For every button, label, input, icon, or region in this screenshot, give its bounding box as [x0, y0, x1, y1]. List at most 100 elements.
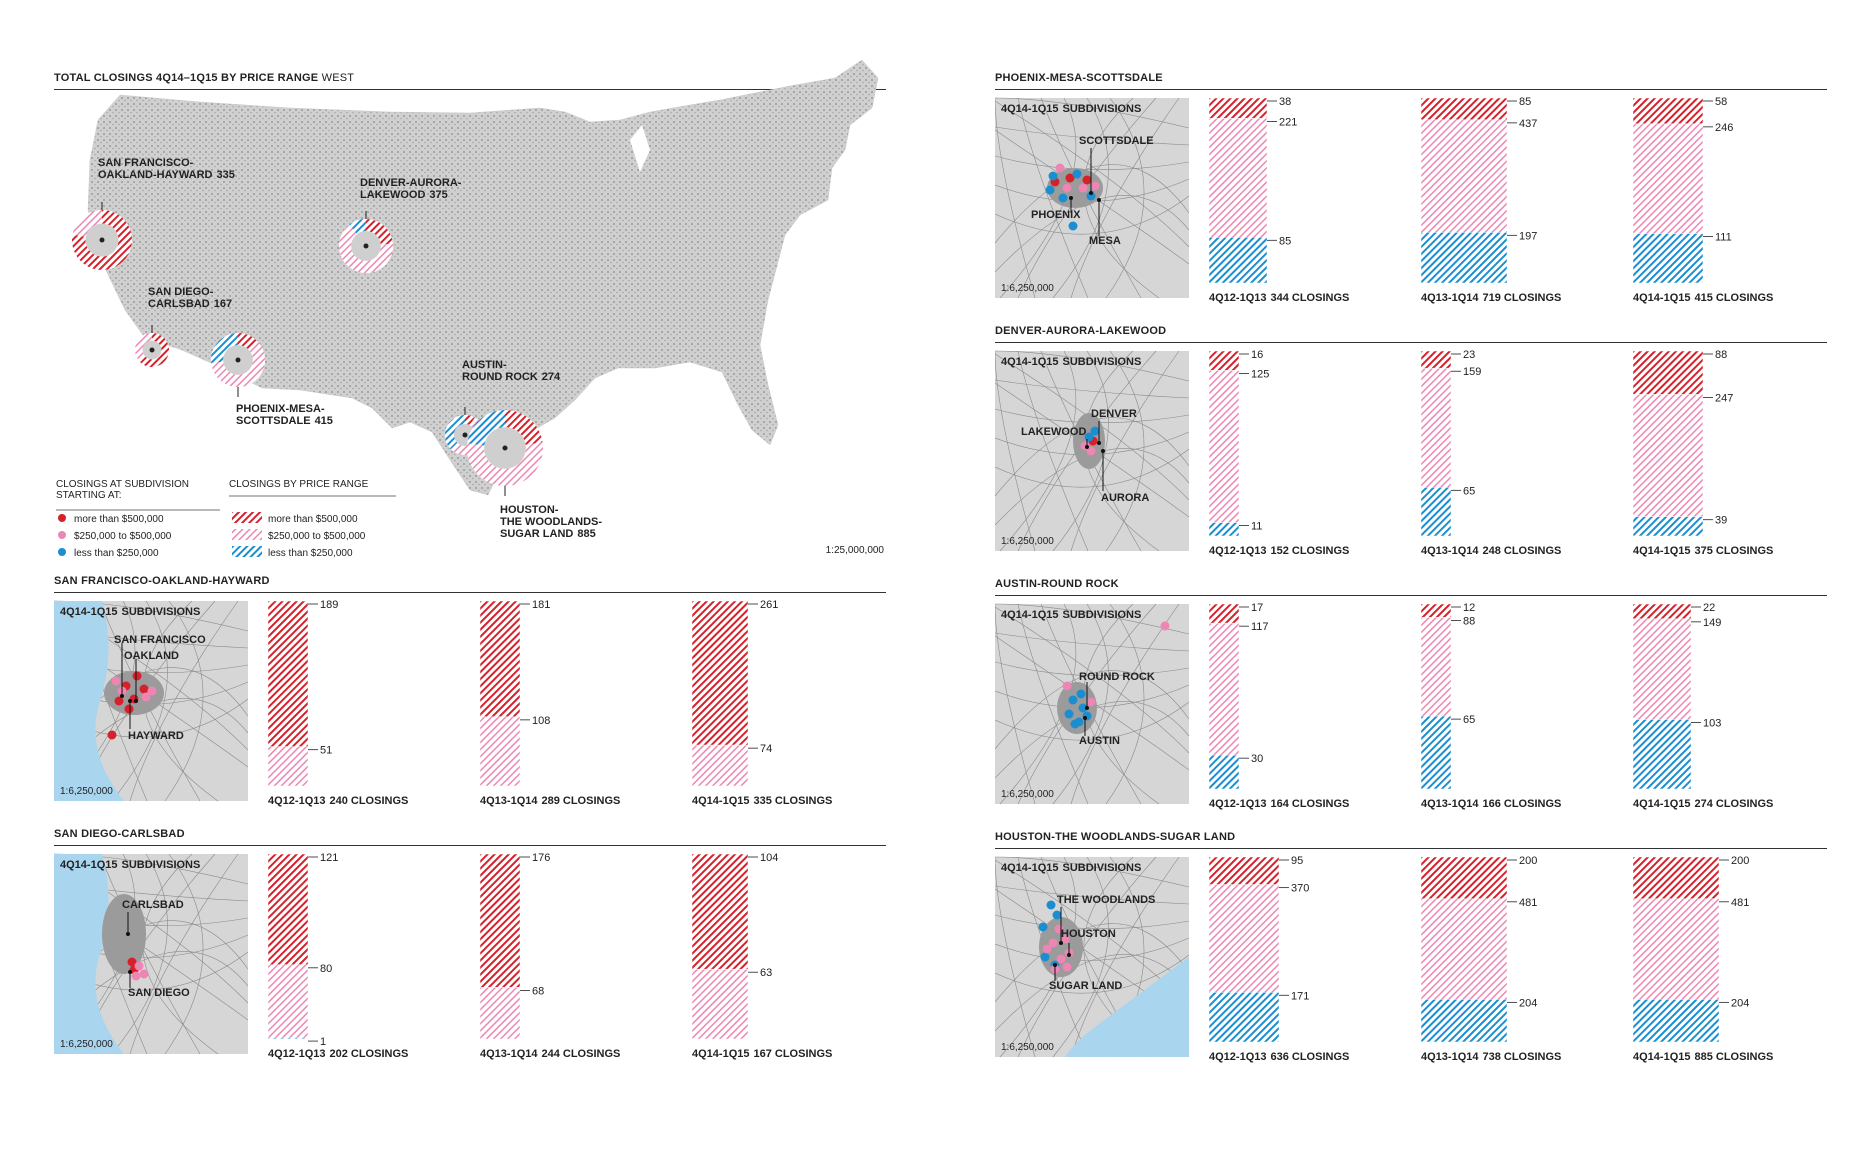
bar-segment-mid [1632, 394, 1704, 517]
panel-rule-sd [54, 845, 886, 846]
inset-road [995, 701, 1190, 779]
bar-total-closings: 375 CLOSINGS [1694, 545, 1773, 557]
inset-road [995, 195, 1190, 273]
bar-column-1: 38 221 85 4Q12-1Q13 344 CLOSINGS [1208, 96, 1349, 304]
bar-period-label: 4Q14-1Q15 885 CLOSINGS [1633, 1051, 1773, 1063]
value-label-high: 189 [320, 599, 338, 611]
inset-city-label-2: SAN DIEGO [128, 987, 190, 999]
inset-road [1070, 97, 1180, 299]
bar-column-3: 88 247 39 4Q14-1Q15 375 CLOSINGS [1632, 349, 1773, 557]
lake-michigan [630, 125, 650, 172]
bar-column-3: 58 246 111 4Q14-1Q15 415 CLOSINGS [1632, 96, 1773, 304]
value-label-high: 261 [760, 599, 778, 611]
inset-heading: 4Q14-1Q15 SUBDIVISIONS [1001, 609, 1141, 621]
bar-segment-high [1208, 350, 1240, 371]
bar-segment-mid [691, 744, 749, 787]
bar-column-2: 85 437 197 4Q13-1Q14 719 CLOSINGS [1420, 96, 1561, 304]
inset-city-point [128, 699, 132, 703]
bar-total-closings: 248 CLOSINGS [1482, 545, 1561, 557]
us-landmass [87, 59, 879, 496]
inset-heading-light: SUBDIVISIONS [1062, 103, 1141, 115]
inset-city-label-2: PHOENIX [1031, 209, 1081, 221]
value-label-low: 85 [1279, 235, 1291, 247]
inset-heading: 4Q14-1Q15 SUBDIVISIONS [1001, 356, 1141, 368]
panel-rule-den [995, 342, 1827, 343]
metro-ring-segment [211, 342, 265, 388]
inset-city-point [120, 694, 124, 698]
bar-total-closings: 636 CLOSINGS [1270, 1051, 1349, 1063]
us-map-title-region: WEST [321, 72, 355, 84]
value-label-mid: 221 [1279, 116, 1297, 128]
us-map-scale: 1:25,000,000 [826, 545, 885, 556]
inset-subdivision-dot [131, 971, 141, 981]
inset-map-aus: ROUND ROCK AUSTIN 4Q14-1Q15 SUBDIVISIONS 1:6… [995, 603, 1190, 805]
metro-point [235, 357, 241, 363]
bar-segment-low [1420, 999, 1508, 1043]
inset-water [54, 854, 124, 1054]
metro-label-sf: OAKLAND-HAYWARD 335 [98, 169, 235, 181]
inset-map-den: DENVER LAKEWOOD AURORA 4Q14-1Q15 SUBDIVISION… [995, 350, 1190, 552]
value-label-low: 39 [1715, 515, 1727, 527]
bar-segment-high [1208, 856, 1280, 885]
inset-scale: 1:6,250,000 [1001, 789, 1054, 800]
panel-title-den: DENVER-AURORA-LAKEWOOD [995, 325, 1167, 337]
bar-segment-high [691, 600, 749, 746]
inset-city-label-3: SUGAR LAND [1049, 980, 1122, 992]
inset-city-point [1085, 706, 1089, 710]
value-label-low: 103 [1703, 717, 1721, 729]
inset-subdivision-dot [1038, 922, 1048, 932]
value-label-low: 11 [1251, 521, 1262, 533]
inset-subdivision-dot [107, 730, 117, 740]
inset-road [995, 885, 1190, 905]
inset-road [995, 97, 1190, 129]
metro-point [462, 432, 468, 438]
inset-road [142, 853, 219, 1055]
value-label-high: 38 [1279, 96, 1291, 108]
panel-chart-den: DENVER LAKEWOOD AURORA 4Q14-1Q15 SUBDIVISION… [995, 349, 1773, 557]
inset-road [995, 603, 1190, 635]
legend-dot-3 [58, 548, 66, 556]
bar-total-closings: 344 CLOSINGS [1270, 292, 1349, 304]
metro-ring-segment [445, 415, 465, 450]
value-label-mid: 68 [532, 985, 544, 997]
bar-segment-high [1420, 603, 1452, 618]
panel-chart-phx: SCOTTSDALE PHOENIX MESA 4Q14-1Q15 SUBDIVISIO… [995, 96, 1773, 304]
bar-segment-low [1208, 992, 1280, 1043]
inset-subdivision-dot [111, 676, 121, 686]
inset-road [995, 603, 1036, 805]
inset-city-point [128, 970, 132, 974]
inset-road [1070, 856, 1180, 1058]
value-label-low: 65 [1463, 485, 1475, 497]
bar-total-closings: 335 CLOSINGS [753, 795, 832, 807]
value-label-mid: 88 [1463, 615, 1475, 627]
inset-subdivision-dot [139, 684, 149, 694]
inset-scale: 1:6,250,000 [60, 1039, 113, 1050]
inset-road [164, 853, 204, 1055]
inset-heading: 4Q14-1Q15 SUBDIVISIONS [1001, 862, 1141, 874]
metro-point [502, 445, 508, 451]
inset-subdivision-dot [141, 692, 151, 702]
value-label-high: 17 [1251, 602, 1263, 614]
bar-total-closings: 415 CLOSINGS [1694, 292, 1773, 304]
value-label-high: 176 [532, 852, 550, 864]
inset-road [111, 853, 168, 1055]
value-label-mid: 125 [1251, 368, 1269, 380]
value-label-high: 200 [1519, 855, 1537, 867]
bar-period-label: 4Q14-1Q15 375 CLOSINGS [1633, 545, 1773, 557]
metro-label-phx: SCOTTSDALE 415 [236, 415, 333, 427]
inset-water [54, 601, 124, 801]
bar-column-3: 200 481 204 4Q14-1Q15 885 CLOSINGS [1632, 855, 1773, 1063]
inset-city-label-3: AURORA [1101, 492, 1149, 504]
bar-segment-low [267, 1037, 309, 1040]
inset-subdivision-dot [1046, 900, 1056, 910]
bar-segment-mid [1632, 618, 1692, 720]
inset-subdivision-dot [147, 686, 157, 696]
metro-ring-segment [338, 224, 393, 273]
metro-label-hou: HOUSTON- [500, 504, 559, 516]
inset-heading: 4Q14-1Q15 SUBDIVISIONS [1001, 103, 1141, 115]
value-label-low: 111 [1715, 232, 1732, 244]
legend-swatch-3 [232, 546, 262, 557]
bar-segment-high [479, 600, 521, 718]
panel-chart-hou: THE WOODLANDS HOUSTON SUGAR LAND 4Q14-1Q15 S… [995, 855, 1773, 1063]
value-label-low: 30 [1251, 753, 1263, 765]
